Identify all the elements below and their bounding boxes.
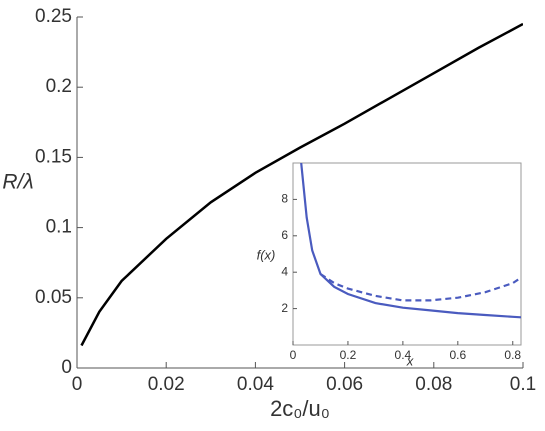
x-tick-label: 0.1 [510, 374, 536, 395]
y-tick-label: 0.1 [46, 217, 72, 238]
plot: 0 0.2 0.4 0.6 0.8 2 4 6 8 x f(x) [257, 162, 522, 368]
y-axis-label: f(x) [257, 247, 276, 262]
y-axis-label: R/λ [2, 171, 33, 194]
x-tick-label: 0.8 [504, 348, 521, 362]
y-tick-label: 0.05 [35, 287, 72, 308]
x-tick-label: 0.04 [237, 374, 274, 395]
y-tick-label: 8 [281, 192, 288, 206]
x-tick-label: 0 [290, 348, 297, 362]
data-line [80, 22, 523, 347]
y-tick-label: 0.15 [35, 146, 72, 167]
y-tick-label: 0.2 [46, 76, 72, 97]
data-line [319, 273, 521, 302]
y-tick-label: 6 [281, 228, 288, 242]
x-tick-label: 0.02 [148, 374, 185, 395]
y-tick-label: 0 [61, 357, 72, 378]
x-tick-label: 0.06 [326, 374, 363, 395]
x-tick-label: 0.4 [395, 348, 412, 362]
x-axis-label: x [406, 353, 414, 368]
x-tick-label: 0 [72, 374, 83, 395]
x-axis-label: 2c₀/u₀ [270, 396, 330, 421]
data-line [300, 163, 521, 319]
plot: 0 0.02 0.04 0.06 0.08 0.1 0 0.05 0.1 0.15 0.2 0.25 2… [2, 6, 536, 421]
x-tick-label: 0.2 [340, 348, 357, 362]
inset-frame [292, 162, 522, 346]
x-tick-label: 0.08 [415, 374, 452, 395]
y-tick-label: 0.25 [35, 6, 72, 27]
y-tick-label: 4 [281, 264, 288, 278]
y-tick-label: 2 [281, 301, 288, 315]
x-tick-label: 0.6 [449, 348, 466, 362]
